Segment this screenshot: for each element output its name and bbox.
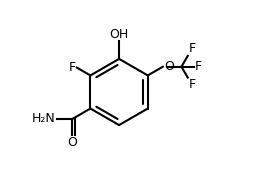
Text: F: F bbox=[188, 42, 195, 55]
Text: OH: OH bbox=[109, 28, 129, 41]
Text: F: F bbox=[195, 60, 202, 73]
Text: F: F bbox=[188, 78, 195, 91]
Text: O: O bbox=[67, 136, 77, 149]
Text: F: F bbox=[69, 61, 76, 74]
Text: H₂N: H₂N bbox=[32, 113, 56, 125]
Text: O: O bbox=[164, 60, 174, 73]
